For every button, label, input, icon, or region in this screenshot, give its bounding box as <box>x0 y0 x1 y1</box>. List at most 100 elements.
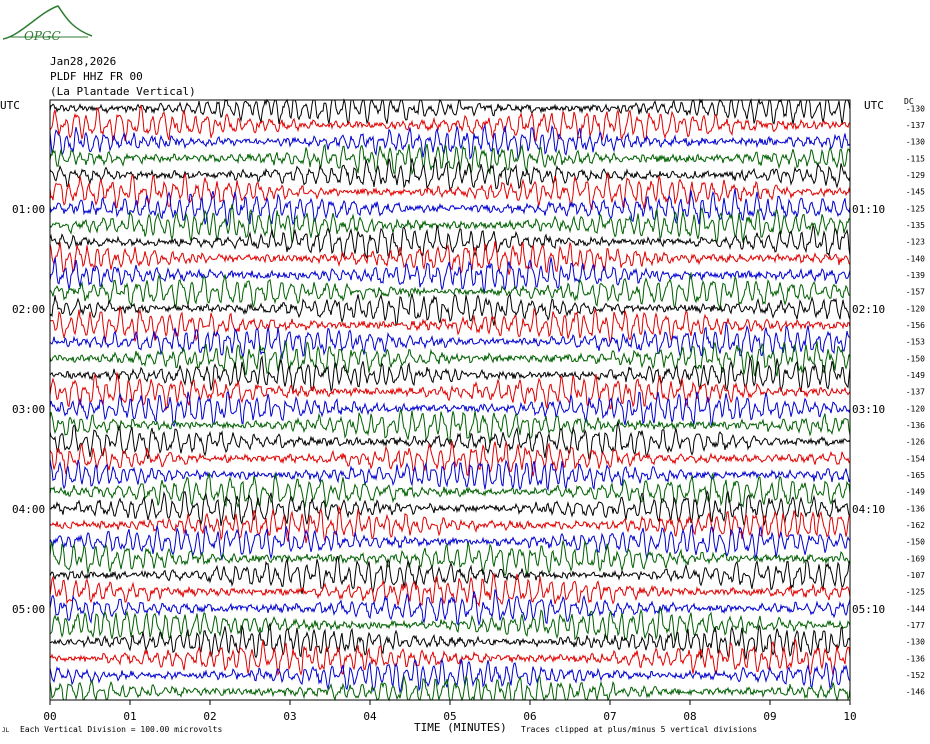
x-tick-group: 00 01 02 03 04 05 06 07 08 09 10 <box>43 700 857 723</box>
seismic-trace <box>49 224 851 260</box>
seismic-trace <box>49 540 851 577</box>
dc-offset-label: -144 <box>906 604 925 613</box>
seismic-trace <box>49 257 851 293</box>
right-time-label: 05:10 <box>852 603 886 616</box>
right-utc-title: UTC <box>864 99 884 112</box>
seismic-trace <box>49 123 851 160</box>
seismic-trace <box>49 271 851 310</box>
dc-title: DC <box>904 97 914 106</box>
dc-offset-label: -129 <box>906 171 925 180</box>
footer-clipping: Traces clipped at plus/minus 5 vertical … <box>521 725 758 734</box>
dc-offset-label: -115 <box>906 154 925 163</box>
x-tick-label: 02 <box>203 710 216 723</box>
dc-offset-label: -125 <box>906 588 925 597</box>
right-time-label: 01:10 <box>852 203 886 216</box>
seismic-trace <box>49 143 851 176</box>
right-time-label: 02:10 <box>852 303 886 316</box>
dc-offset-label: -154 <box>906 454 925 463</box>
dc-offset-label: -150 <box>906 538 925 547</box>
seismic-trace <box>49 638 851 677</box>
x-tick-label: 03 <box>283 710 296 723</box>
seismic-trace <box>49 440 851 477</box>
dc-offset-label: -130 <box>906 104 925 113</box>
seismic-trace <box>49 188 851 227</box>
seismic-trace <box>49 306 851 343</box>
x-tick-label: 07 <box>603 710 616 723</box>
right-time-label: 04:10 <box>852 503 886 516</box>
opgc-logo: OPGC <box>2 5 93 43</box>
dc-offset-label: -150 <box>906 354 925 363</box>
dc-offset-label: -153 <box>906 338 925 347</box>
x-axis-title: TIME (MINUTES) <box>414 721 507 734</box>
dc-offset-label: -130 <box>906 638 925 647</box>
seismic-trace <box>49 321 851 360</box>
dc-offset-label: -136 <box>906 654 925 663</box>
dc-offset-label: -177 <box>906 621 925 630</box>
seismic-trace <box>49 98 851 125</box>
left-hour-label: 02:00 <box>12 303 46 316</box>
dc-offset-label: -137 <box>906 121 925 130</box>
seismic-trace <box>49 572 851 608</box>
seismic-trace <box>49 622 851 660</box>
seismic-trace <box>49 409 851 445</box>
x-tick-label: 09 <box>763 710 776 723</box>
seismic-trace <box>49 156 851 191</box>
dc-offset-label: -125 <box>906 204 925 213</box>
dc-offset-label: -120 <box>906 304 925 313</box>
dc-offset-label: -162 <box>906 521 925 530</box>
dc-offset-group: -130 -137 -130 -115 -129 -145 -125 -135 -123 -140… <box>906 104 925 696</box>
dc-offset-label: -140 <box>906 254 925 263</box>
dc-offset-label: -107 <box>906 571 925 580</box>
seismic-trace <box>49 555 851 595</box>
dc-offset-label: -137 <box>906 388 925 397</box>
x-tick-label: 04 <box>363 710 377 723</box>
dc-offset-label: -157 <box>906 288 925 297</box>
seismic-trace <box>49 607 851 643</box>
seismic-trace <box>49 489 851 526</box>
seismic-trace <box>49 340 851 377</box>
dc-offset-label: -136 <box>906 421 925 430</box>
x-tick-label: 10 <box>843 710 856 723</box>
footer-small-mark: JL <box>2 727 10 734</box>
seismic-trace <box>49 675 851 702</box>
header-date: Jan28,2026 <box>50 55 117 68</box>
dc-offset-label: -152 <box>906 671 925 680</box>
dc-offset-label: -146 <box>906 688 925 697</box>
seismic-trace <box>49 471 851 509</box>
left-hour-label: 04:00 <box>12 503 46 516</box>
seismic-trace <box>49 421 851 460</box>
seismic-trace <box>49 458 851 492</box>
dc-offset-label: -145 <box>906 188 925 197</box>
left-hour-label: 03:00 <box>12 403 46 416</box>
seismic-trace <box>49 588 851 627</box>
seismic-trace <box>49 104 851 142</box>
left-utc-title: UTC <box>0 99 20 112</box>
dc-offset-label: -120 <box>906 404 925 413</box>
seismic-trace <box>49 292 851 327</box>
dc-offset-label: -165 <box>906 471 925 480</box>
x-tick-label: 05 <box>443 710 456 723</box>
dc-offset-label: -123 <box>906 238 925 247</box>
trace-group <box>49 98 851 702</box>
seismic-trace <box>49 173 851 211</box>
dc-offset-label: -136 <box>906 504 925 513</box>
seismic-trace <box>49 204 851 244</box>
header-station: PLDF HHZ FR 00 <box>50 70 143 83</box>
dc-offset-label: -149 <box>906 371 925 380</box>
logo-text: OPGC <box>24 29 61 43</box>
seismic-trace <box>49 390 851 428</box>
left-hour-label: 01:00 <box>12 203 46 216</box>
x-tick-label: 00 <box>43 710 56 723</box>
dc-offset-label: -126 <box>906 438 925 447</box>
seismic-trace <box>49 657 851 694</box>
seismic-trace <box>49 505 851 544</box>
dc-offset-label: -135 <box>906 221 925 230</box>
x-tick-label: 01 <box>123 710 136 723</box>
seismic-trace <box>49 523 851 562</box>
x-tick-label: 08 <box>683 710 696 723</box>
dc-offset-label: -130 <box>906 138 925 147</box>
seismic-trace <box>49 372 851 412</box>
x-tick-label: 06 <box>523 710 536 723</box>
